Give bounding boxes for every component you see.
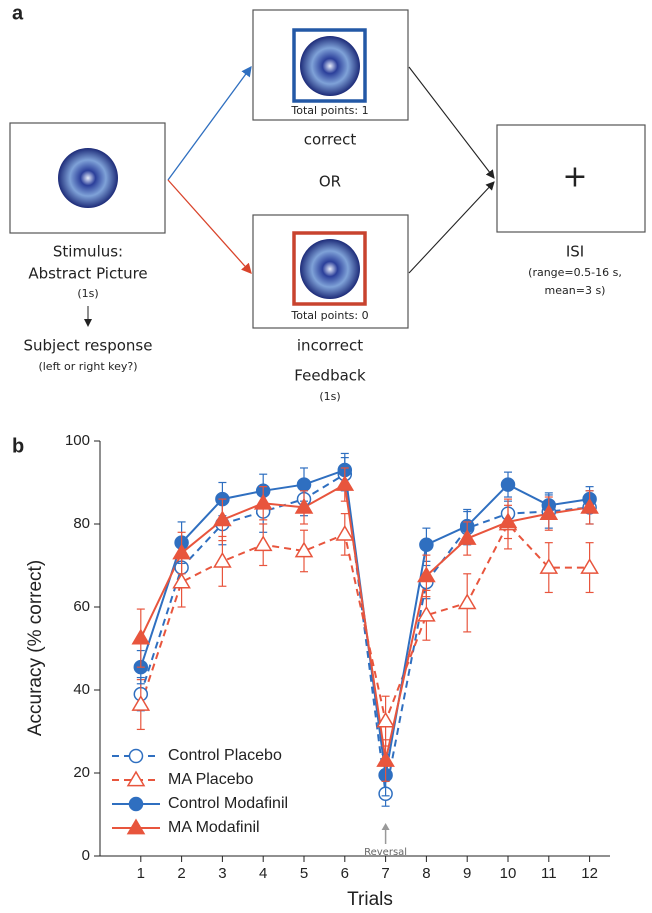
stimulus-image [58,148,118,208]
correct-image [300,36,360,96]
fixation-cross: + [562,160,587,195]
legend-label: MA Modafinil [168,819,260,836]
data-point [133,630,149,644]
incorrect-image [300,239,360,299]
x-tick-label: 12 [581,865,598,882]
x-tick-label: 5 [300,865,308,882]
or-label: OR [319,173,341,191]
x-tick-label: 2 [177,865,185,882]
data-point [502,478,515,491]
incorrect-label: incorrect [297,337,363,355]
isi-title: ISI [566,243,584,261]
data-point [378,753,394,767]
data-point [582,560,598,574]
y-tick-label: 20 [73,764,90,781]
data-point [174,574,190,588]
legend-marker [128,820,144,834]
arrow [168,180,251,273]
data-point [255,537,271,551]
legend-label: MA Placebo [168,771,253,788]
x-tick-label: 7 [381,865,389,882]
y-tick-label: 0 [82,847,90,864]
y-tick-label: 80 [73,515,90,532]
x-tick-label: 8 [422,865,430,882]
correct-label: correct [304,131,357,149]
legend-marker [130,798,143,811]
x-tick-label: 4 [259,865,267,882]
response-note: (left or right key?) [38,360,137,373]
legend-label: Control Placebo [168,747,282,764]
y-tick-label: 100 [65,432,90,449]
y-axis-title: Accuracy (% correct) [25,560,46,736]
data-point [541,560,557,574]
series-line [141,474,590,794]
x-tick-label: 1 [137,865,145,882]
panel-label: a [12,2,24,24]
x-tick-label: 6 [341,865,349,882]
x-axis-title: Trials [347,889,393,910]
data-point [459,595,475,609]
figure: a Stimulus: Abstract Picture (1s) Subjec… [0,0,652,913]
y-tick-label: 60 [73,598,90,615]
data-point [420,538,433,551]
annotation-arrowhead [382,823,390,830]
legend-label: Control Modafinil [168,795,288,812]
incorrect-points: Total points: 0 [290,309,368,322]
arrow [409,67,494,178]
y-tick-label: 40 [73,681,90,698]
stimulus-subtitle: Abstract Picture [28,265,147,283]
legend-marker [130,750,143,763]
annotation: Reversal [364,847,407,858]
response-label: Subject response [24,337,153,355]
stimulus-title: Stimulus: [53,243,123,261]
isi-range: (range=0.5-16 s, [528,266,622,279]
correct-points: Total points: 1 [290,104,368,117]
data-point [255,495,271,509]
isi-mean: mean=3 s) [545,284,606,297]
arrow [409,182,494,273]
feedback-duration: (1s) [319,390,340,403]
x-tick-label: 10 [500,865,517,882]
panel-label: b [12,435,24,457]
arrow [168,67,251,180]
x-tick-label: 3 [218,865,226,882]
legend-marker [128,772,144,786]
x-tick-label: 11 [541,865,557,882]
x-tick-label: 9 [463,865,471,882]
series-line [141,485,590,761]
stimulus-duration: (1s) [77,287,98,300]
data-point [298,478,311,491]
feedback-title: Feedback [294,367,366,385]
